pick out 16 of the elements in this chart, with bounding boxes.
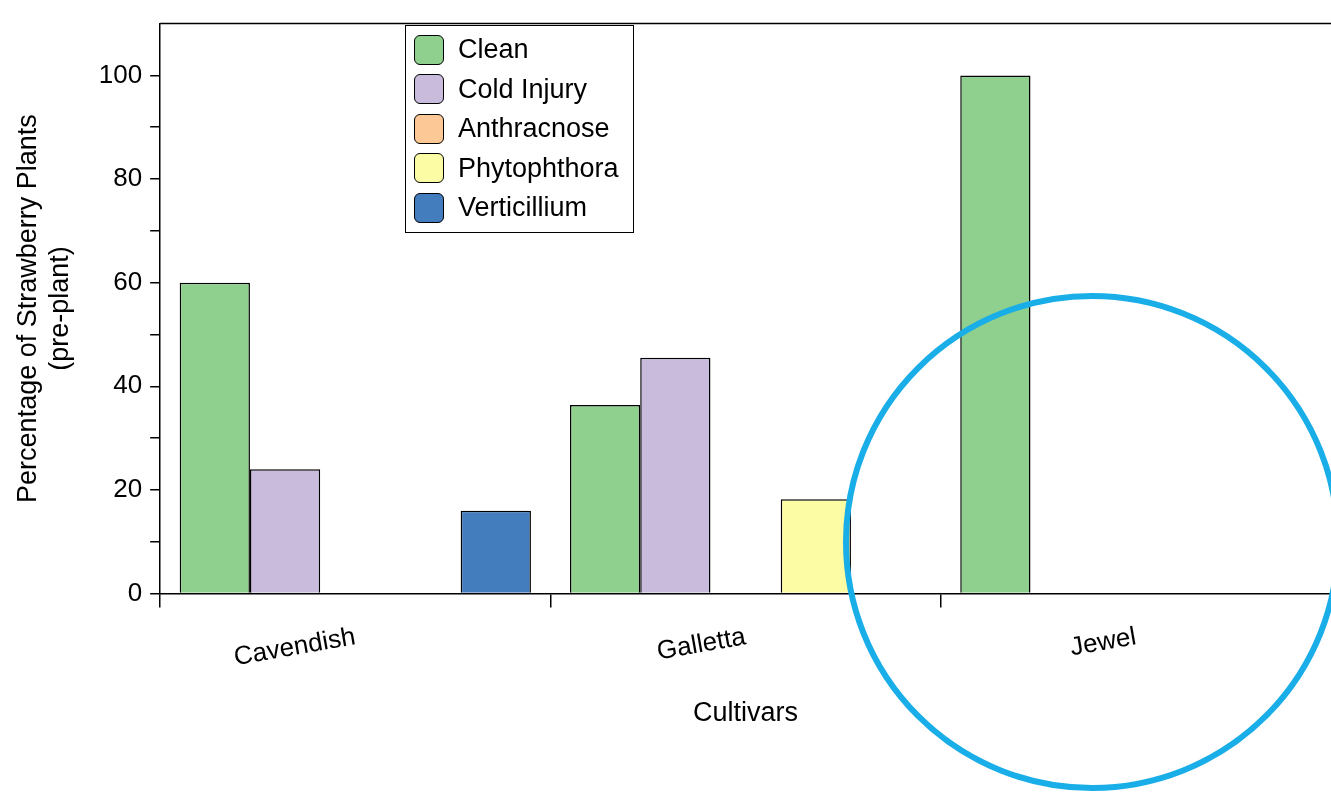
y-tick-label: 20: [113, 473, 143, 504]
legend-label: Cold Injury: [458, 73, 588, 105]
y-tick-label: 60: [113, 265, 143, 296]
legend-label: Clean: [458, 34, 529, 66]
legend-label: Phytophthora: [458, 152, 619, 184]
y-tick-label: 40: [113, 369, 143, 400]
x-tick-label: Jewel: [1067, 620, 1139, 662]
y-axis-title: Percentage of Strawberry Plants (pre-plant): [11, 114, 75, 503]
x-tick-label: Galletta: [654, 620, 749, 666]
y-tick-label: 100: [98, 58, 143, 89]
legend-label: Anthracnose: [458, 113, 610, 145]
x-axis-title: Cultivars: [693, 697, 799, 728]
legend-label: Verticillium: [458, 192, 588, 224]
y-tick-label: 0: [127, 576, 143, 607]
y-tick-label: 80: [113, 162, 143, 193]
x-tick-label: Cavendish: [231, 620, 358, 672]
